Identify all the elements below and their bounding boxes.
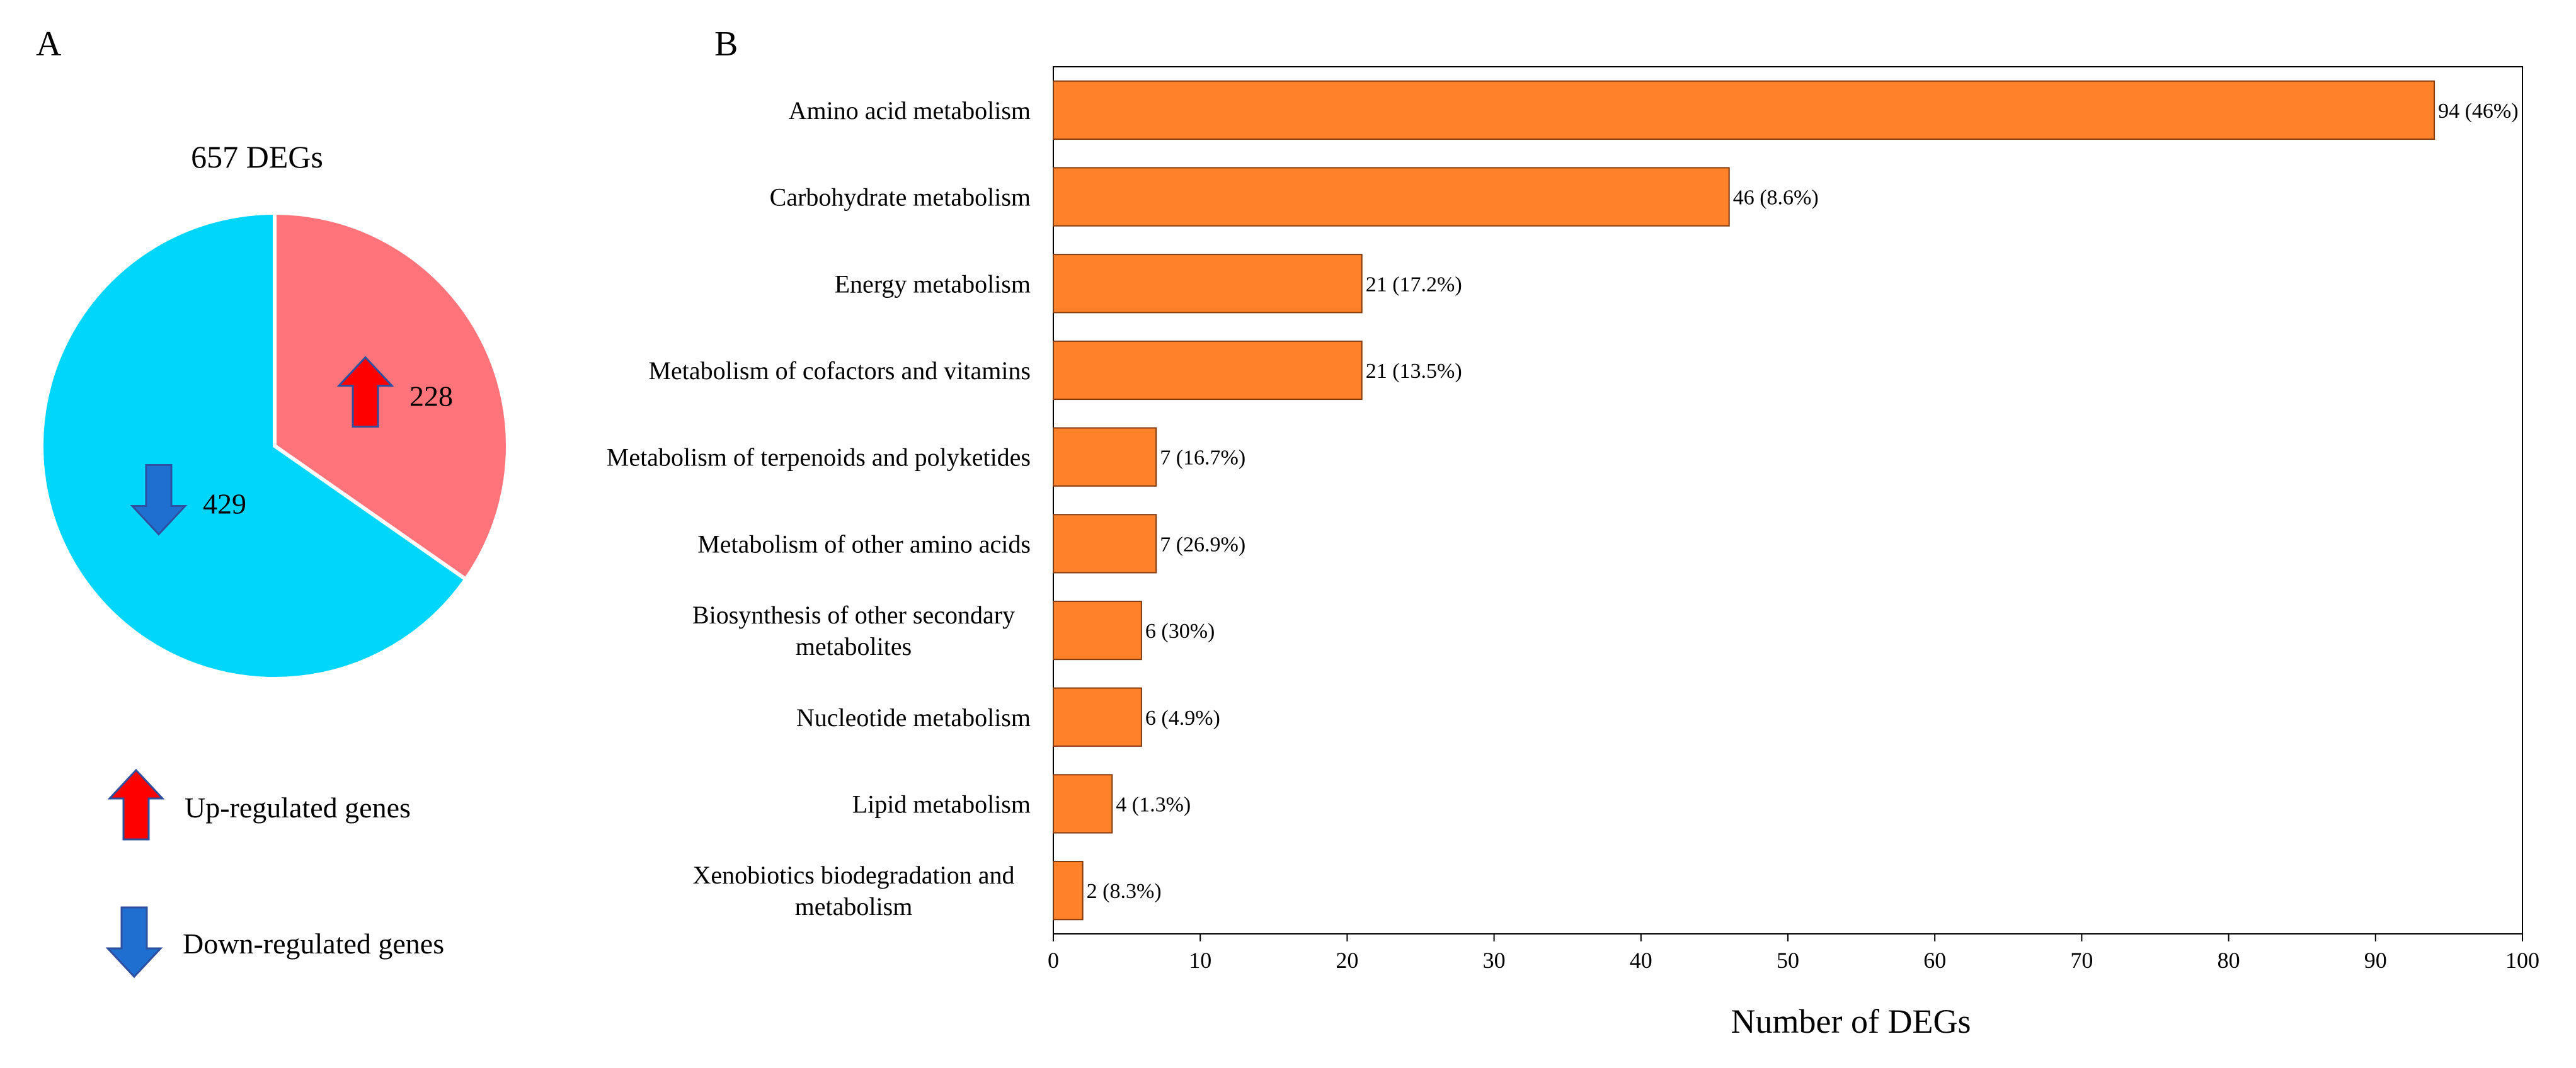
bar	[1053, 687, 1142, 747]
panel-b-label: B	[714, 25, 738, 64]
down-arrow-icon	[106, 906, 162, 978]
x-axis-title: Number of DEGs	[1731, 1003, 1971, 1040]
bar-data-label: 6 (4.9%)	[1145, 707, 1220, 730]
x-tick-label: 10	[1189, 948, 1211, 973]
x-tick-label: 80	[2218, 948, 2240, 973]
x-tick-label: 90	[2364, 948, 2387, 973]
bar	[1053, 600, 1142, 661]
bar	[1053, 340, 1363, 401]
x-tick-label: 0	[1048, 948, 1059, 973]
legend-item-down: Down-regulated genes	[106, 906, 444, 978]
x-tick-label: 40	[1630, 948, 1652, 973]
category-label: Xenobiotics biodegradation and metabolism	[693, 861, 1015, 921]
pie-slice-value-label: 429	[203, 488, 246, 520]
category-label: Carbohydrate metabolism	[770, 183, 1031, 212]
category-label: Energy metabolism	[835, 270, 1031, 298]
bar	[1053, 80, 2436, 140]
bar	[1053, 254, 1363, 314]
category-label: Biosynthesis of other secondary metabolit…	[692, 601, 1015, 661]
x-tick-label: 60	[1923, 948, 1946, 973]
pie-slice-up	[273, 210, 510, 582]
bar	[1053, 167, 1730, 227]
category-label: Metabolism of terpenoids and polyketides	[607, 443, 1031, 472]
category-labels: Amino acid metabolism Carbohydrate metabo…	[607, 96, 1031, 921]
bar	[1053, 427, 1157, 487]
x-tick-label: 70	[2070, 948, 2093, 973]
bar-data-label: 6 (30%)	[1145, 620, 1215, 643]
x-tick-label: 30	[1483, 948, 1506, 973]
bar-data-label: 7 (16.7%)	[1160, 446, 1245, 470]
category-label: Metabolism of cofactors and vitamins	[648, 356, 1031, 385]
legend-label-down: Down-regulated genes	[183, 928, 444, 960]
bar-data-label: 21 (13.5%)	[1366, 360, 1462, 383]
x-tick-label: 20	[1336, 948, 1358, 973]
bar	[1053, 774, 1113, 834]
x-axis: 0 10 20 30 40 50 60 70 80 90 100	[1048, 934, 2539, 973]
x-tick-label: 100	[2505, 948, 2539, 973]
pie-slices	[40, 210, 510, 681]
x-tick-label: 50	[1777, 948, 1799, 973]
category-label: Metabolism of other amino acids	[697, 530, 1031, 558]
panel-a-label: A	[36, 25, 62, 64]
legend-item-up: Up-regulated genes	[108, 769, 411, 841]
category-label: Lipid metabolism	[852, 790, 1031, 818]
category-label: Amino acid metabolism	[789, 96, 1031, 125]
pie-slice-down	[40, 210, 469, 681]
bar-data-label: 46 (8.6%)	[1733, 186, 1819, 210]
pie-slice-labels: 228 429	[131, 356, 453, 536]
bar-panel: B Amino acid metabolism Carbohydrate meta…	[607, 25, 2539, 1040]
pie-title: 657 DEGs	[191, 139, 323, 174]
pie-slice-value-label: 228	[409, 380, 453, 412]
bar	[1053, 514, 1157, 574]
up-arrow-icon	[108, 769, 164, 841]
bar-data-label: 21 (17.2%)	[1366, 273, 1462, 296]
legend-label-up: Up-regulated genes	[185, 792, 411, 824]
bar-data-label: 94 (46%)	[2438, 99, 2518, 123]
bars	[1053, 80, 2436, 921]
pie-panel: A 657 DEGs 228 429 Up-regulated genes Dow…	[36, 25, 510, 978]
bar-data-label: 2 (8.3%)	[1087, 880, 1162, 903]
bar	[1053, 861, 1084, 921]
legend: Up-regulated genes Down-regulated genes	[106, 769, 444, 978]
bar-data-label: 4 (1.3%)	[1116, 793, 1191, 816]
data-labels: 94 (46%) 46 (8.6%) 21 (17.2%) 21 (13.5%) 7 (…	[1087, 99, 2519, 903]
bar-data-label: 7 (26.9%)	[1160, 533, 1245, 556]
category-label: Nucleotide metabolism	[796, 703, 1031, 732]
